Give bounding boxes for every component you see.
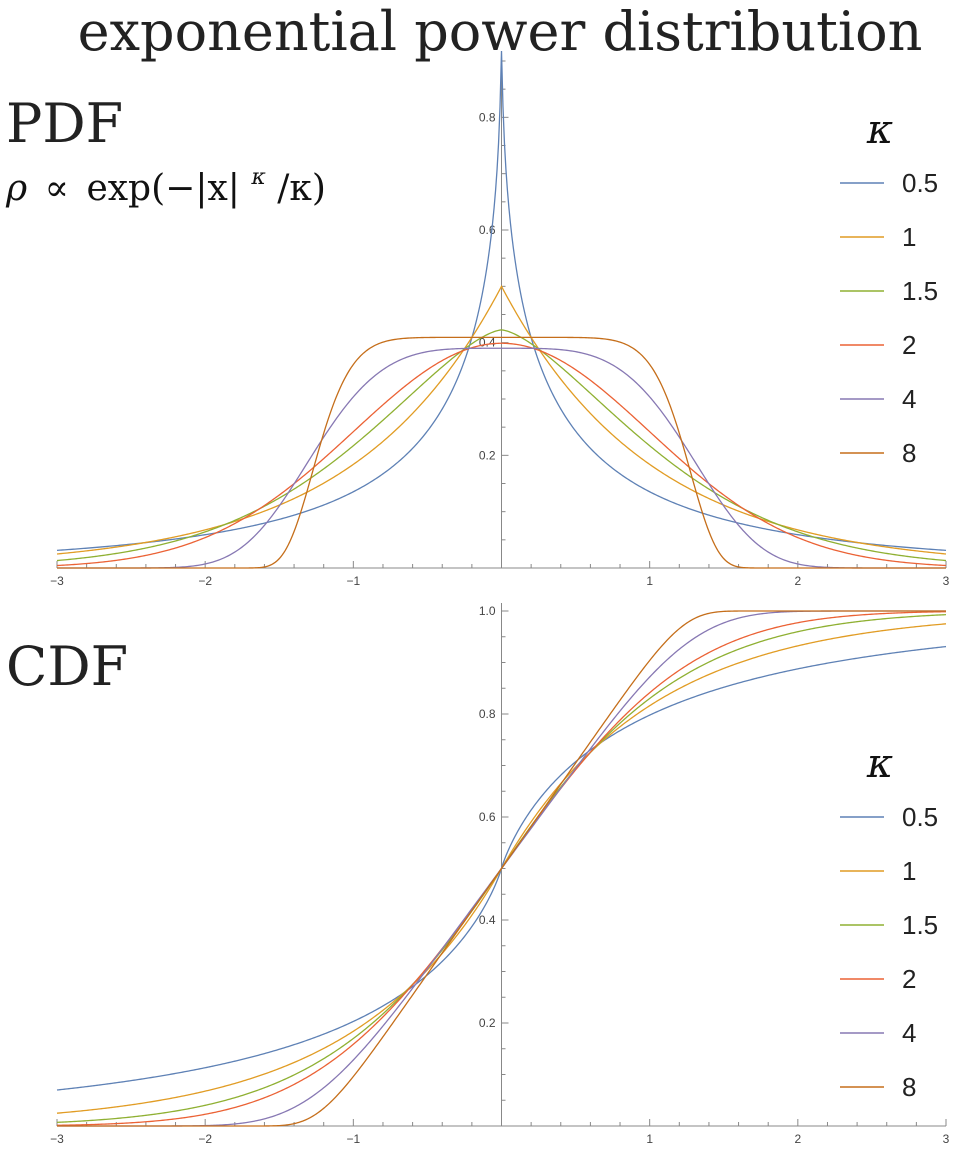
cdf-y-tick-label: 0.6 [479,810,496,824]
cdf-x-tick-label: 2 [794,1132,801,1146]
formula-propto: ∝ [45,168,69,209]
pdf-chart: −3 −2 −1 1 2 3 0.2 0.4 0.6 0.8 κ 0.5 1 1.5 2 4 8 [50,50,950,588]
pdf-x-tick-label: 1 [646,574,653,588]
cdf-legend-label: 0.5 [902,802,938,832]
pdf-x-tick-label: −3 [50,574,64,588]
cdf-x-tick-label: −3 [50,1132,64,1146]
cdf-y-tick-label: 0.4 [479,913,496,927]
pdf-legend: κ 0.5 1 1.5 2 4 8 [840,107,938,468]
formula-tail: /κ) [277,168,326,209]
cdf-y-tick-label: 0.2 [479,1016,496,1030]
cdf-x-tick-label: −1 [346,1132,360,1146]
pdf-y-tick-label: 0.8 [479,110,496,124]
cdf-series-line-kappa-8 [57,610,946,1127]
pdf-y-tick-label: 0.2 [479,448,496,462]
pdf-panel-title: PDF [6,92,123,155]
cdf-panel-title: CDF [6,635,128,698]
pdf-x-tick-label: 3 [943,574,950,588]
cdf-legend: κ 0.5 1 1.5 2 4 8 [840,741,938,1102]
cdf-x-tick-label: 3 [943,1132,950,1146]
cdf-legend-label: 1.5 [902,910,938,940]
pdf-legend-label: 2 [902,330,916,360]
formula-rho: ρ [5,168,27,209]
pdf-series-line-kappa-4 [57,347,946,569]
pdf-legend-label: 0.5 [902,168,938,198]
pdf-x-tick-label: −2 [198,574,212,588]
pdf-x-tick-label: 2 [794,574,801,588]
cdf-legend-label: 8 [902,1072,916,1102]
pdf-series-line-kappa-1 [56,284,947,555]
pdf-y-tick-label: 0.6 [479,223,496,237]
pdf-series-line-kappa-2 [56,342,947,567]
formula-body: exp(−|x| [86,168,239,209]
cdf-legend-label: 2 [902,964,916,994]
pdf-y-tick-label: 0.4 [479,336,496,350]
pdf-series-line-kappa-8 [57,336,946,569]
pdf-series-line-kappa-1_5 [56,329,947,562]
pdf-legend-label: 1 [902,222,916,252]
main-title: exponential power distribution [78,0,923,63]
pdf-legend-label: 8 [902,438,916,468]
cdf-x-tick-label: −2 [198,1132,212,1146]
cdf-legend-label: 4 [902,1018,916,1048]
formula-exponent: κ [250,165,266,190]
cdf-x-tick-label: 1 [646,1132,653,1146]
cdf-y-tick-label: 1.0 [479,604,496,618]
pdf-legend-label: 1.5 [902,276,938,306]
cdf-legend-title: κ [866,741,893,787]
pdf-series-line-kappa-0_5 [56,50,947,552]
cdf-y-tick-label: 0.8 [479,707,496,721]
pdf-formula: ρ ∝ exp(−|x| κ /κ) [5,152,326,209]
pdf-legend-title: κ [866,107,893,153]
cdf-chart: −3 −2 −1 1 2 3 0.2 0.4 0.6 0.8 1.0 κ 0.5 1 1.5 2 4 8 [50,603,950,1146]
pdf-x-tick-label: −1 [346,574,360,588]
cdf-legend-label: 1 [902,856,916,886]
pdf-legend-label: 4 [902,384,916,414]
